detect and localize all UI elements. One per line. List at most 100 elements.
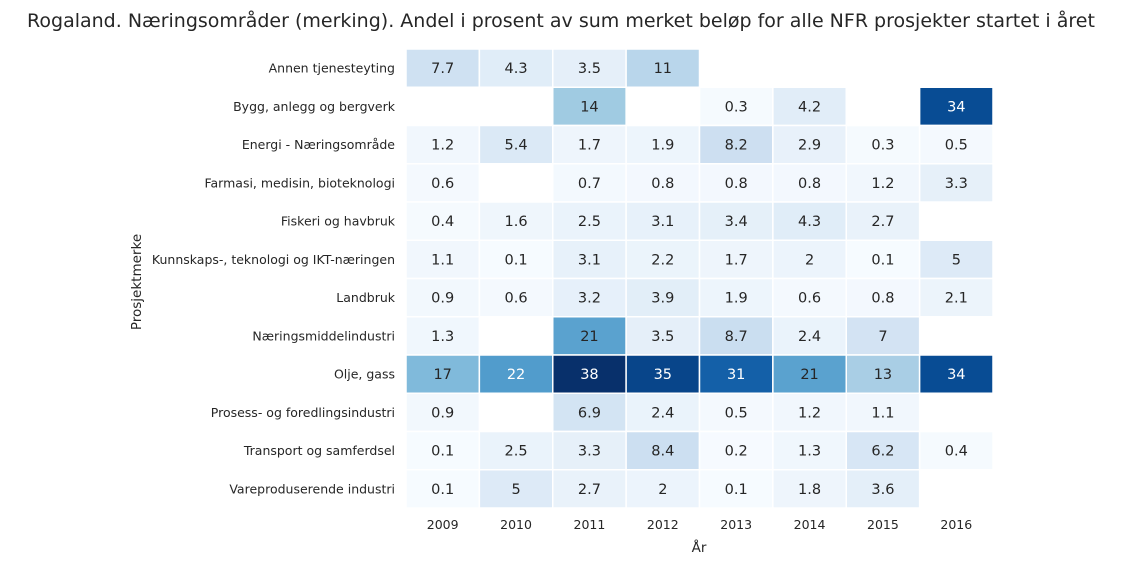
heatmap-cell-vareproduserende-industri-2013	[698, 469, 774, 509]
heatmap-cell-bygg-anlegg-og-bergverk-2013	[698, 86, 774, 127]
heatmap-cell-energi-naeringsomrade-2016	[918, 124, 994, 165]
cell-value-label: 2.4	[651, 405, 674, 421]
cell-value-label: 1.8	[798, 482, 821, 498]
cell-value-label: 0.3	[871, 138, 894, 154]
row-label-vareproduserende-industri: Vareproduserende industri	[229, 481, 395, 496]
cell-value-label: 8.2	[725, 138, 748, 154]
heatmap-cell-energi-naeringsomrade-2012	[625, 124, 701, 165]
cell-value-label: 21	[800, 367, 818, 383]
cell-value-label: 14	[580, 99, 598, 115]
cell-value-label: 4.2	[798, 99, 821, 115]
heatmap-cell-transport-og-samferdsel-2015	[845, 430, 921, 471]
cell-value-label: 3.2	[578, 291, 601, 307]
heatmap-cell-energi-naeringsomrade-2010	[478, 124, 554, 165]
cell-value-label: 0.1	[871, 252, 894, 268]
cell-value-label: 0.4	[431, 214, 454, 230]
cell-value-label: 1.7	[578, 138, 601, 154]
cell-value-label: 4.3	[798, 214, 821, 230]
cell-value-label: 2.7	[578, 482, 601, 498]
heatmap-cell-farmasi-medisin-bioteknologi-2009	[405, 163, 481, 203]
row-label-prosess-og-foredlingsindustri: Prosess- og foredlingsindustri	[211, 405, 395, 420]
cell-value-label: 3.5	[651, 329, 674, 345]
heatmap-cell-transport-og-samferdsel-2014	[772, 430, 847, 471]
cell-value-label: 34	[947, 367, 965, 383]
cell-value-label: 0.6	[431, 176, 454, 192]
heatmap-cell-fiskeri-og-havbruk-2015	[845, 201, 921, 241]
cell-value-label: 2	[658, 482, 667, 498]
cell-value-label: 0.5	[725, 405, 748, 421]
cell-value-label: 4.3	[505, 61, 528, 77]
cell-value-label: 0.3	[725, 99, 748, 115]
heatmap-cell-transport-og-samferdsel-2011	[552, 430, 627, 471]
cell-value-label: 0.6	[798, 291, 821, 307]
cell-value-label: 8.7	[725, 329, 748, 345]
cell-value-label: 0.5	[945, 138, 968, 154]
cell-value-label: 2.9	[798, 138, 821, 154]
heatmap-cell-fiskeri-og-havbruk-2014	[772, 201, 847, 241]
cell-value-label: 0.9	[431, 405, 454, 421]
cell-value-label: 0.6	[505, 291, 528, 307]
heatmap-cells: 7.7 4.3 3.5 11 14 0.3 4.2 34 1.2 5.4 1.7 1.9 8.2 2.9 0…	[405, 48, 994, 509]
heatmap-cell-annen-tjenesteyting-2012	[625, 48, 701, 88]
cell-value-label: 6.9	[578, 405, 601, 421]
heatmap-cell-farmasi-medisin-bioteknologi-2014	[772, 163, 847, 203]
heatmap-cell-vareproduserende-industri-2011	[552, 469, 627, 509]
cell-value-label: 1.1	[431, 252, 454, 268]
cell-value-label: 6.2	[871, 444, 894, 460]
column-label-2014: 2014	[794, 517, 826, 532]
heatmap-cell-vareproduserende-industri-2015	[845, 469, 921, 509]
heatmap-cell-vareproduserende-industri-2009	[405, 469, 481, 509]
heatmap-cell-naeringsmiddelindustri-2013	[698, 316, 774, 356]
column-label-2009: 2009	[427, 517, 459, 532]
cell-value-label: 13	[874, 367, 892, 383]
cell-value-label: 1.3	[798, 444, 821, 460]
cell-value-label: 21	[580, 329, 598, 345]
cell-value-label: 3.3	[578, 444, 601, 460]
cell-value-label: 7.7	[431, 61, 454, 77]
cell-value-label: 0.1	[725, 482, 748, 498]
row-label-farmasi-medisin-bioteknologi: Farmasi, medisin, bioteknologi	[204, 175, 395, 190]
heatmap-cell-olje-gass-2010	[478, 354, 554, 394]
cell-value-label: 1.6	[505, 214, 528, 230]
heatmap-cell-naeringsmiddelindustri-2009	[405, 316, 481, 356]
cell-value-label: 0.8	[798, 176, 821, 192]
y-axis-label: Prosjektmerke	[129, 234, 145, 330]
cell-value-label: 0.8	[871, 291, 894, 307]
cell-value-label: 1.2	[871, 176, 894, 192]
heatmap-cell-prosess-og-foredlingsindustri-2013	[698, 392, 774, 433]
cell-value-label: 35	[654, 367, 672, 383]
cell-value-label: 3.1	[651, 214, 674, 230]
heatmap-cell-olje-gass-2015	[845, 354, 921, 394]
chart-title: Rogaland. Næringsområder (merking). Ande…	[27, 9, 1095, 32]
heatmap-cell-energi-naeringsomrade-2014	[772, 124, 847, 165]
column-label-2012: 2012	[647, 517, 679, 532]
cell-value-label: 5.4	[505, 138, 528, 154]
cell-value-label: 1.9	[651, 138, 674, 154]
row-labels: Annen tjenesteyting Bygg, anlegg og bergv…	[152, 61, 396, 497]
heatmap-cell-olje-gass-2011	[552, 354, 627, 394]
heatmap-cell-naeringsmiddelindustri-2015	[845, 316, 921, 356]
cell-value-label: 1.1	[871, 405, 894, 421]
heatmap-cell-naeringsmiddelindustri-2011	[552, 316, 627, 356]
heatmap-cell-landbruk-2016	[918, 277, 994, 318]
cell-value-label: 2.5	[505, 444, 528, 460]
cell-value-label: 0.7	[578, 176, 601, 192]
x-axis-label: År	[692, 539, 707, 556]
heatmap-cell-olje-gass-2009	[405, 354, 481, 394]
heatmap-cell-transport-og-samferdsel-2016	[918, 430, 994, 471]
heatmap-cell-landbruk-2010	[478, 277, 554, 318]
cell-value-label: 3.6	[871, 482, 894, 498]
row-label-bygg-anlegg-og-bergverk: Bygg, anlegg og bergverk	[233, 99, 396, 114]
cell-value-label: 3.5	[578, 61, 601, 77]
cell-value-label: 3.1	[578, 252, 601, 268]
cell-value-label: 2.5	[578, 214, 601, 230]
column-label-2016: 2016	[940, 517, 972, 532]
cell-value-label: 0.1	[431, 444, 454, 460]
cell-value-label: 2	[805, 252, 814, 268]
heatmap-cell-naeringsmiddelindustri-2014	[772, 316, 847, 356]
cell-value-label: 8.4	[651, 444, 674, 460]
cell-value-label: 1.3	[431, 329, 454, 345]
heatmap-cell-kunnskaps-teknologi-og-ikt-naeringen-2015	[845, 239, 921, 280]
heatmap-cell-bygg-anlegg-og-bergverk-2016	[918, 86, 994, 127]
